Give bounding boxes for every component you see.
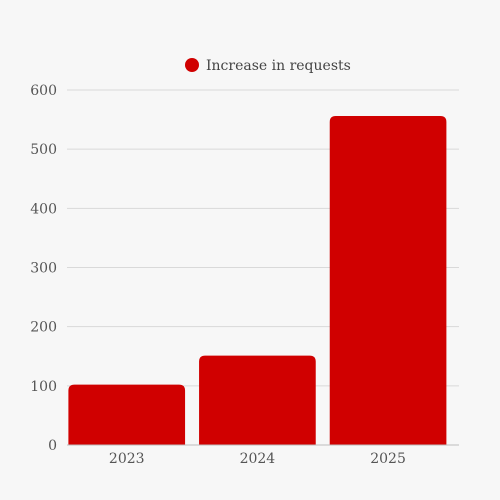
- y-tick-label: 400: [30, 201, 57, 217]
- legend-swatch: [185, 58, 199, 72]
- y-tick-label: 600: [30, 83, 57, 99]
- bars: [68, 116, 447, 446]
- bar-2024: [199, 355, 316, 445]
- legend-label: Increase in requests: [206, 58, 351, 74]
- y-tick-label: 500: [30, 142, 57, 158]
- y-tick-label: 200: [30, 320, 57, 336]
- x-tick-label: 2024: [240, 451, 276, 467]
- legend: Increase in requests: [185, 58, 351, 74]
- bar-2025: [329, 116, 447, 446]
- y-tick-label: 100: [30, 379, 57, 395]
- y-tick-label: 0: [48, 438, 57, 454]
- x-tick-label: 2025: [370, 451, 406, 467]
- axes: 0 100 200 300 400 500 600 2023 2024 2025: [30, 83, 459, 467]
- x-tick-label: 2023: [109, 451, 145, 467]
- bar-2023: [68, 384, 186, 445]
- y-tick-label: 300: [30, 261, 57, 277]
